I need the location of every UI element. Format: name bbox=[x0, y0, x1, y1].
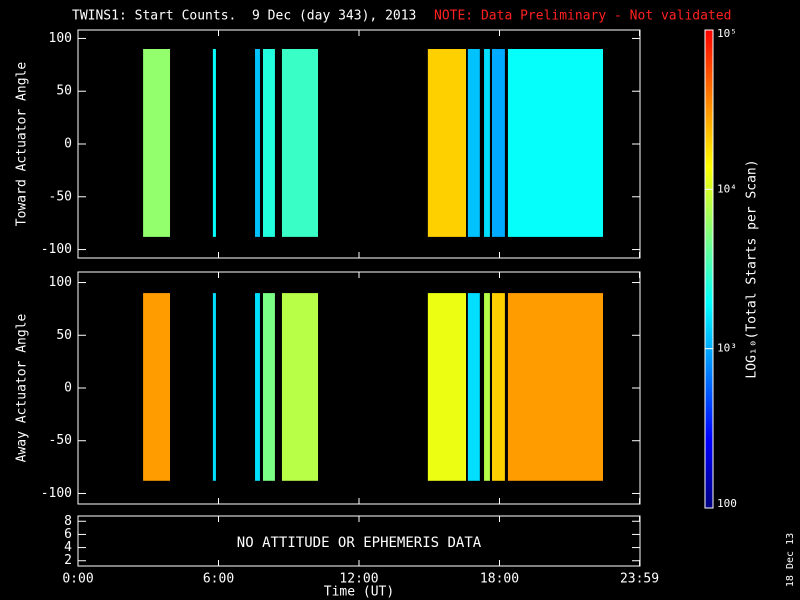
heatmap-band bbox=[507, 293, 604, 481]
heatmap-band bbox=[143, 293, 171, 481]
y-tick-label: 100 bbox=[49, 31, 72, 46]
y-tick-label: -50 bbox=[49, 189, 72, 204]
y-tick-label: -100 bbox=[41, 486, 72, 501]
heatmap-band bbox=[281, 293, 319, 481]
y-tick-label: 2 bbox=[64, 553, 72, 568]
y-tick-label: 100 bbox=[49, 275, 72, 290]
heatmap-band bbox=[507, 49, 604, 237]
colorbar-tick-label: 10⁵ bbox=[717, 27, 737, 40]
heatmap-band bbox=[255, 293, 260, 481]
y-tick-label: -100 bbox=[41, 242, 72, 257]
colorbar-tick-label: 10⁴ bbox=[717, 182, 737, 195]
x-tick-label: 6:00 bbox=[203, 572, 234, 587]
heatmap-band bbox=[255, 49, 260, 237]
x-tick-label: 23:59 bbox=[620, 572, 659, 587]
heatmap-band bbox=[262, 293, 275, 481]
heatmap-band bbox=[281, 49, 319, 237]
y-tick-label: 0 bbox=[64, 137, 72, 152]
heatmap-band bbox=[262, 49, 275, 237]
y-tick-label: 4 bbox=[64, 540, 72, 555]
heatmap-band bbox=[212, 293, 216, 481]
x-tick-label: 0:00 bbox=[62, 572, 93, 587]
heatmap-band bbox=[143, 49, 171, 237]
x-tick-label: 12:00 bbox=[339, 572, 378, 587]
y-axis-label: Away Actuator Angle bbox=[15, 313, 30, 462]
y-tick-label: 6 bbox=[64, 527, 72, 542]
heatmap-band bbox=[492, 49, 505, 237]
colorbar-tick-label: 100 bbox=[717, 497, 737, 510]
y-tick-label: 0 bbox=[64, 381, 72, 396]
heatmap-band bbox=[467, 293, 480, 481]
heatmap-band bbox=[484, 49, 490, 237]
colorbar bbox=[704, 29, 714, 509]
x-tick-label: 18:00 bbox=[480, 572, 519, 587]
chart-title: TWINS1: Start Counts. 9 Dec (day 343), 2… bbox=[72, 9, 416, 24]
heatmap-band bbox=[427, 49, 467, 237]
y-tick-label: 50 bbox=[56, 84, 72, 99]
y-tick-label: 8 bbox=[64, 514, 72, 529]
heatmap-band bbox=[484, 293, 490, 481]
footer-date: 18 Dec 13 bbox=[785, 533, 796, 587]
heatmap-band bbox=[212, 49, 216, 237]
colorbar-tick-label: 10³ bbox=[717, 342, 737, 355]
y-tick-label: 50 bbox=[56, 328, 72, 343]
note: NOTE: Data Preliminary - Not validated bbox=[434, 9, 731, 24]
annotation: NO ATTITUDE OR EPHEMERIS DATA bbox=[237, 535, 482, 551]
heatmap-band bbox=[427, 293, 467, 481]
heatmap-band bbox=[492, 293, 505, 481]
y-axis-label: Toward Actuator Angle bbox=[15, 62, 30, 227]
colorbar-title: LOG₁₀(Total Starts per Scan) bbox=[745, 159, 760, 378]
y-tick-label: -50 bbox=[49, 433, 72, 448]
x-axis-label: Time (UT) bbox=[324, 585, 394, 600]
heatmap-band bbox=[467, 49, 480, 237]
